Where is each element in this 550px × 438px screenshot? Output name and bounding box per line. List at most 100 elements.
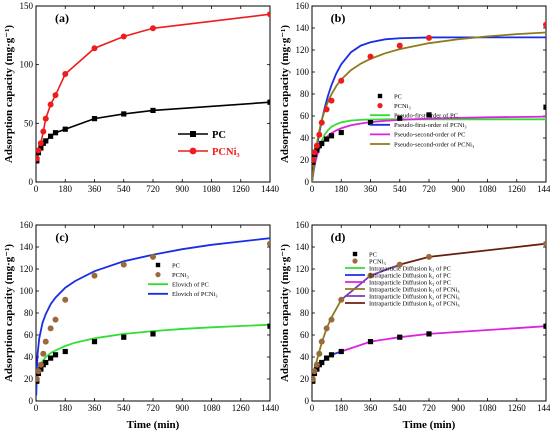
data-point [316,350,323,357]
y-tick-label: 40 [300,133,310,143]
legend-swatch-marker [189,147,197,155]
x-tick-label: 1260 [508,403,527,413]
legend-label: PCNi₃ [394,103,411,110]
data-point [312,157,316,163]
y-tick-label: 50 [24,118,34,128]
data-point [314,147,320,153]
data-point [150,107,156,114]
data-point [367,339,374,345]
data-point [319,359,325,366]
data-point [312,368,318,375]
legend-label: Pseudo-first-order of PCNi₃ [394,122,467,129]
x-tick-label: 720 [422,403,436,413]
legend-label: PCNi₃ [369,258,386,265]
y-tick-label: 80 [300,89,310,99]
data-point [42,115,49,122]
y-axis-label: Adsorption capacity (mg·g⁻¹) [3,25,15,163]
x-axis-label: Time (min) [403,419,456,431]
x-axis-label: Time (min) [127,419,180,431]
data-point [396,261,403,268]
x-tick-label: 1260 [232,403,251,413]
x-tick-label: 540 [393,403,407,413]
data-point [52,92,59,99]
data-point [318,338,325,345]
plot-area [36,11,270,164]
data-point [62,71,69,78]
data-point [313,361,320,368]
y-tick-label: 20 [24,374,34,384]
data-point [40,350,47,357]
panel-label: (b) [331,11,346,25]
data-point [48,133,54,139]
y-tick-label: 120 [20,264,34,274]
data-point [426,112,432,118]
data-point [324,355,330,361]
x-tick-label: 1260 [232,184,251,194]
legend-swatch-marker [190,131,196,137]
legend: PC PCNi₃ Pseudo-first-order of PC Pseudo-fi… [370,93,474,148]
legend-swatch-marker [377,93,383,99]
x-tick-label: 540 [393,184,407,194]
data-point [267,11,270,18]
series-line [36,237,270,396]
data-point [367,272,374,279]
data-point [319,140,325,147]
data-point [150,331,156,337]
data-point [91,339,98,345]
y-axis-label: Adsorption capacity (mg·g⁻¹) [279,25,291,163]
y-tick-label: 80 [300,308,310,318]
legend: PC PCNi₃ Elovich of PC Elovich of PCNi₃ [148,262,218,298]
y-tick-label: 140 [296,23,310,33]
x-tick-label: 1440 [261,403,280,413]
y-tick-label: 80 [24,308,34,318]
y-tick-label: 140 [20,242,34,252]
x-tick-label: 900 [452,403,466,413]
x-tick-label: 540 [117,184,131,194]
panel-c: 0 180 360 540 720 900 1080 1260 1440 0 20 40 60 80 100… [3,220,280,431]
x-tick-label: 360 [364,403,378,413]
data-point [52,130,59,136]
legend-swatch-marker [155,272,161,278]
series-line [36,13,270,159]
x-tick-label: 0 [310,403,315,413]
panel-d: 0 180 360 540 720 900 1080 1260 1440 0 20 40 60 80 100… [279,220,550,431]
y-tick-label: 160 [296,220,310,230]
x-tick-label: 0 [34,184,39,194]
panel-label: (d) [331,230,346,244]
data-point [324,136,330,142]
y-tick-label: 100 [20,286,34,296]
x-tick-label: 0 [310,184,315,194]
y-tick-label: 100 [20,60,34,70]
panel-label: (c) [55,230,68,244]
legend-label: Intraparticle Diffusion k₃ of PCNi₃ [369,300,460,307]
data-point [43,138,49,144]
y-tick-label: 40 [300,352,310,362]
legend-swatch-marker [377,103,383,109]
data-point [267,323,270,329]
data-point [426,331,432,337]
y-tick-label: 100 [296,286,310,296]
x-tick-label: 360 [88,184,102,194]
y-tick-label: 0 [29,396,34,406]
data-point [313,142,320,149]
data-point [43,359,49,366]
y-tick-label: 40 [24,352,34,362]
data-point [323,106,330,113]
data-point [323,325,330,332]
data-point [121,334,127,340]
data-point [150,25,156,32]
data-point [316,131,323,138]
data-point [38,366,44,372]
y-tick-label: 120 [296,45,310,55]
y-tick-label: 20 [300,374,310,384]
legend-label: Pseudo-second-order of PC [394,132,466,139]
legend-label: Pseudo-second-order of PCNi₃ [394,141,474,148]
panel-a: 0 180 360 540 720 900 1080 1260 1440 0 50 100 150 Ads… [3,1,280,194]
y-tick-label: 60 [300,111,310,121]
legend-label: PC [394,93,402,100]
legend-swatch-marker [352,251,358,257]
x-tick-label: 1080 [479,403,498,413]
y-tick-label: 160 [20,220,34,230]
y-axis-label: Adsorption capacity (mg·g⁻¹) [279,244,291,382]
